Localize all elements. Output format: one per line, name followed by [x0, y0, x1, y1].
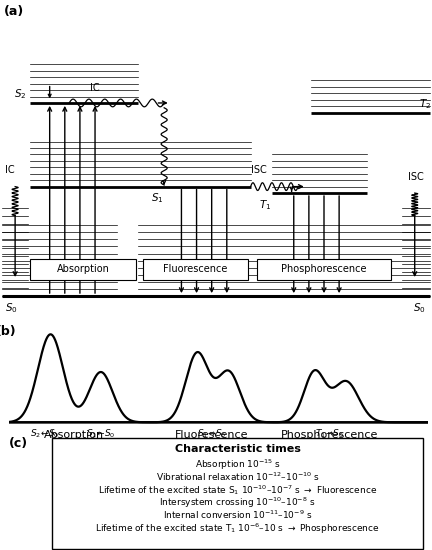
Text: Absorption: Absorption — [57, 265, 110, 274]
Text: Absorption: Absorption — [44, 431, 104, 441]
Text: $S_0$: $S_0$ — [5, 301, 18, 315]
Text: (a): (a) — [3, 5, 24, 18]
Text: $S_1\!\leftarrow\!S_0$: $S_1\!\leftarrow\!S_0$ — [86, 427, 115, 440]
FancyBboxPatch shape — [30, 259, 136, 280]
Text: (c): (c) — [9, 437, 28, 450]
Text: Lifetime of the excited state S$_1$ $10^{-10}$–$10^{-7}$ s $\rightarrow$ Fluores: Lifetime of the excited state S$_1$ $10^… — [98, 483, 377, 497]
Text: Absorption $10^{-15}$ s: Absorption $10^{-15}$ s — [195, 458, 280, 472]
Text: Characteristic times: Characteristic times — [175, 444, 301, 454]
Text: Fluorescence: Fluorescence — [163, 265, 228, 274]
Text: IC: IC — [5, 166, 14, 175]
Text: Internal conversion $10^{-11}$–$10^{-9}$ s: Internal conversion $10^{-11}$–$10^{-9}$… — [163, 508, 312, 521]
Text: $T_1$: $T_1$ — [259, 198, 271, 212]
FancyBboxPatch shape — [143, 259, 248, 280]
Text: $S_1\!\rightarrow\!S_0$: $S_1\!\rightarrow\!S_0$ — [197, 427, 226, 440]
Text: Vibrational relaxation $10^{-12}$–$10^{-10}$ s: Vibrational relaxation $10^{-12}$–$10^{-… — [156, 470, 319, 483]
Text: ISC: ISC — [251, 166, 267, 175]
Text: $S_0$: $S_0$ — [413, 301, 426, 315]
Text: Intersystem crossing $10^{-10}$–$10^{-8}$ s: Intersystem crossing $10^{-10}$–$10^{-8}… — [159, 496, 316, 510]
Text: ISC: ISC — [408, 172, 423, 182]
Text: $T_1\!\rightarrow\!S_0$: $T_1\!\rightarrow\!S_0$ — [314, 427, 344, 440]
Text: Fluorescence: Fluorescence — [175, 431, 249, 441]
FancyBboxPatch shape — [257, 259, 391, 280]
FancyBboxPatch shape — [52, 438, 423, 549]
Text: Phosphorescence: Phosphorescence — [281, 265, 367, 274]
Text: Phosphorescence: Phosphorescence — [280, 431, 378, 441]
Text: $S_2\!\leftarrow\!S_0$: $S_2\!\leftarrow\!S_0$ — [29, 427, 59, 440]
Text: $S_1$: $S_1$ — [151, 191, 164, 205]
Text: (b): (b) — [0, 325, 17, 338]
Text: $T_2$: $T_2$ — [419, 97, 431, 111]
Text: IC: IC — [90, 83, 100, 94]
Text: Lifetime of the excited state T$_1$ $10^{-6}$–$10$ s $\rightarrow$ Phosphorescen: Lifetime of the excited state T$_1$ $10^… — [95, 521, 380, 536]
Text: $S_2$: $S_2$ — [14, 87, 27, 101]
